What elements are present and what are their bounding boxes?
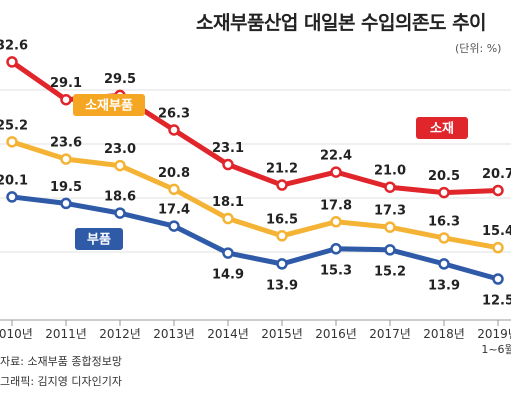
data-point [384, 244, 396, 256]
legend-label: 소재 [430, 122, 454, 137]
data-label: 15.4 [482, 224, 511, 239]
data-label: 17.3 [374, 204, 406, 219]
x-tick-label: 2011년 [45, 327, 87, 341]
source-note: 자료: 소재부품 종합정보망 [0, 355, 123, 368]
x-tick-label: 2016년 [315, 327, 357, 341]
x-tick-note: 1~6월 [481, 343, 511, 356]
x-tick-label: 2010년 [0, 327, 33, 341]
data-point [6, 136, 18, 148]
data-label: 20.1 [0, 173, 28, 188]
data-label: 29.5 [104, 72, 136, 87]
data-label: 15.3 [320, 263, 352, 278]
data-point [60, 93, 72, 106]
data-point [438, 258, 450, 270]
x-tick-label: 2012년 [99, 327, 141, 341]
data-point [330, 216, 342, 228]
data-point [492, 241, 504, 254]
data-point [438, 186, 450, 199]
data-label: 32.6 [0, 38, 28, 53]
data-point [114, 207, 126, 219]
x-tick-label: 2013년 [153, 327, 195, 341]
credit-note: 그래픽: 김지영 디자인기자 [0, 375, 123, 388]
data-point [384, 181, 396, 193]
data-point [168, 183, 180, 196]
series-line-부품 [9, 194, 501, 282]
data-point [6, 56, 18, 68]
data-label: 20.7 [482, 167, 511, 182]
legend-badge [75, 228, 123, 250]
x-tick-label: 2019년 [477, 327, 511, 341]
data-label: 23.6 [50, 136, 82, 151]
data-label: 17.8 [320, 198, 352, 213]
x-tick-label: 2017년 [369, 327, 411, 341]
series-line-소재부품 [9, 139, 501, 251]
data-point [222, 158, 234, 171]
data-label: 19.5 [50, 180, 82, 195]
chart-title: 소재부품산업 대일본 수입의존도 추이 [196, 12, 487, 34]
data-point [6, 191, 18, 203]
x-tick-label: 2018년 [423, 327, 465, 341]
data-label: 25.2 [0, 118, 28, 133]
data-label: 12.5 [482, 294, 511, 309]
legend-label: 부품 [87, 233, 111, 248]
data-label: 14.9 [212, 268, 244, 283]
data-point [222, 247, 234, 259]
legend-label: 소재부품 [85, 99, 133, 114]
data-label: 21.0 [374, 164, 406, 179]
unit-label: (단위: %) [455, 42, 502, 55]
legend-badge [73, 94, 145, 116]
x-tick-label: 2015년 [261, 327, 303, 341]
data-label: 16.3 [428, 214, 460, 229]
data-label: 23.0 [104, 142, 136, 157]
legend-badge [416, 117, 468, 139]
data-point [222, 212, 234, 225]
data-point [276, 179, 288, 191]
x-tick-label: 2014년 [207, 327, 249, 341]
data-point [60, 197, 72, 210]
data-label: 21.2 [266, 162, 298, 177]
data-point [384, 221, 396, 233]
data-label: 13.9 [266, 278, 298, 293]
data-label: 23.1 [212, 141, 244, 156]
data-label: 16.5 [266, 212, 298, 227]
data-label: 17.4 [158, 203, 190, 218]
data-point [330, 243, 342, 255]
data-label: 13.9 [428, 278, 460, 293]
data-label: 18.6 [104, 190, 136, 205]
data-label: 15.2 [374, 264, 406, 279]
data-point [168, 220, 180, 232]
data-point [492, 273, 504, 285]
data-label: 20.8 [158, 166, 190, 181]
data-point [492, 184, 504, 197]
data-point [438, 232, 450, 244]
data-label: 20.5 [428, 169, 460, 184]
data-point [276, 258, 288, 270]
data-point [276, 230, 288, 242]
data-point [330, 166, 342, 178]
data-point [168, 124, 180, 136]
data-label: 29.1 [50, 76, 82, 91]
data-label: 26.3 [158, 106, 190, 121]
data-label: 22.4 [320, 149, 352, 164]
data-point [114, 159, 126, 172]
data-point [60, 153, 72, 165]
data-label: 18.1 [212, 195, 244, 210]
